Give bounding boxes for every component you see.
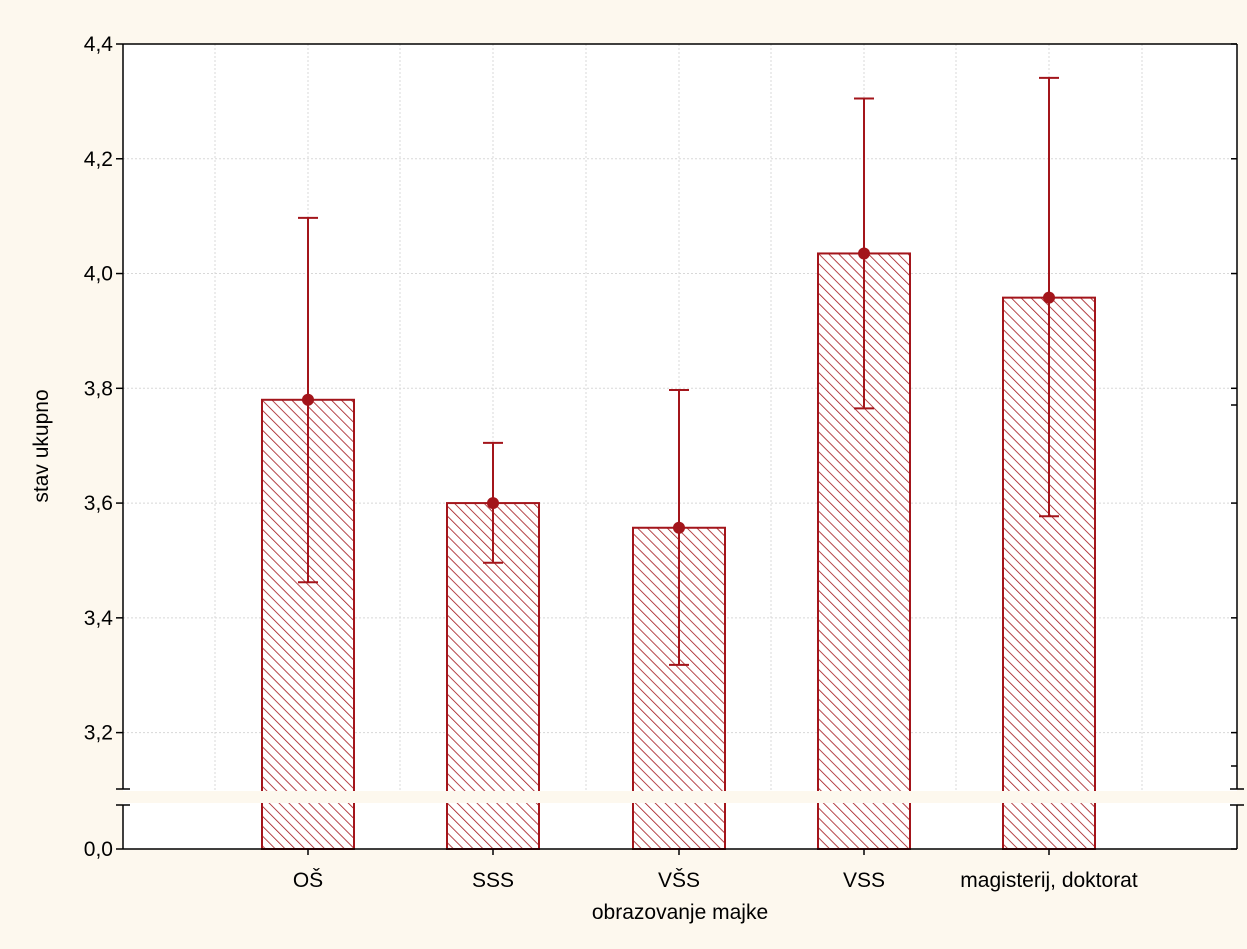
x-tick-label: SSS <box>472 869 514 892</box>
x-tick-label: VSS <box>843 869 885 892</box>
mean-point <box>673 521 685 534</box>
axis-break-band <box>0 791 1247 803</box>
y-tick-label: 3,4 <box>84 607 114 630</box>
y-tick-labels: 0,0 3,2 3,4 3,6 3,8 4,0 4,2 4,4 <box>84 33 114 861</box>
mean-point <box>302 393 314 406</box>
mean-point <box>1043 291 1055 304</box>
x-tick-labels: OŠ SSS VŠS VSS magisterij, doktorat <box>293 869 1138 892</box>
x-tick-label: VŠS <box>658 869 700 892</box>
y-tick-label: 4,0 <box>84 263 113 286</box>
y-axis-title: stav ukupno <box>30 389 53 502</box>
x-axis-title: obrazovanje majke <box>592 901 768 924</box>
y-tick-label: 3,6 <box>84 492 113 515</box>
y-tick-label: 0,0 <box>84 838 113 861</box>
y-tick-label: 4,4 <box>84 33 114 56</box>
mean-point <box>487 497 499 510</box>
y-tick-label: 3,2 <box>84 722 113 745</box>
x-tick-label: magisterij, doktorat <box>960 869 1138 892</box>
axes <box>0 43 1247 855</box>
mean-point <box>858 247 870 260</box>
y-tick-label: 3,8 <box>84 377 113 400</box>
x-tick-label: OŠ <box>293 869 323 892</box>
y-tick-label: 4,2 <box>84 148 113 171</box>
